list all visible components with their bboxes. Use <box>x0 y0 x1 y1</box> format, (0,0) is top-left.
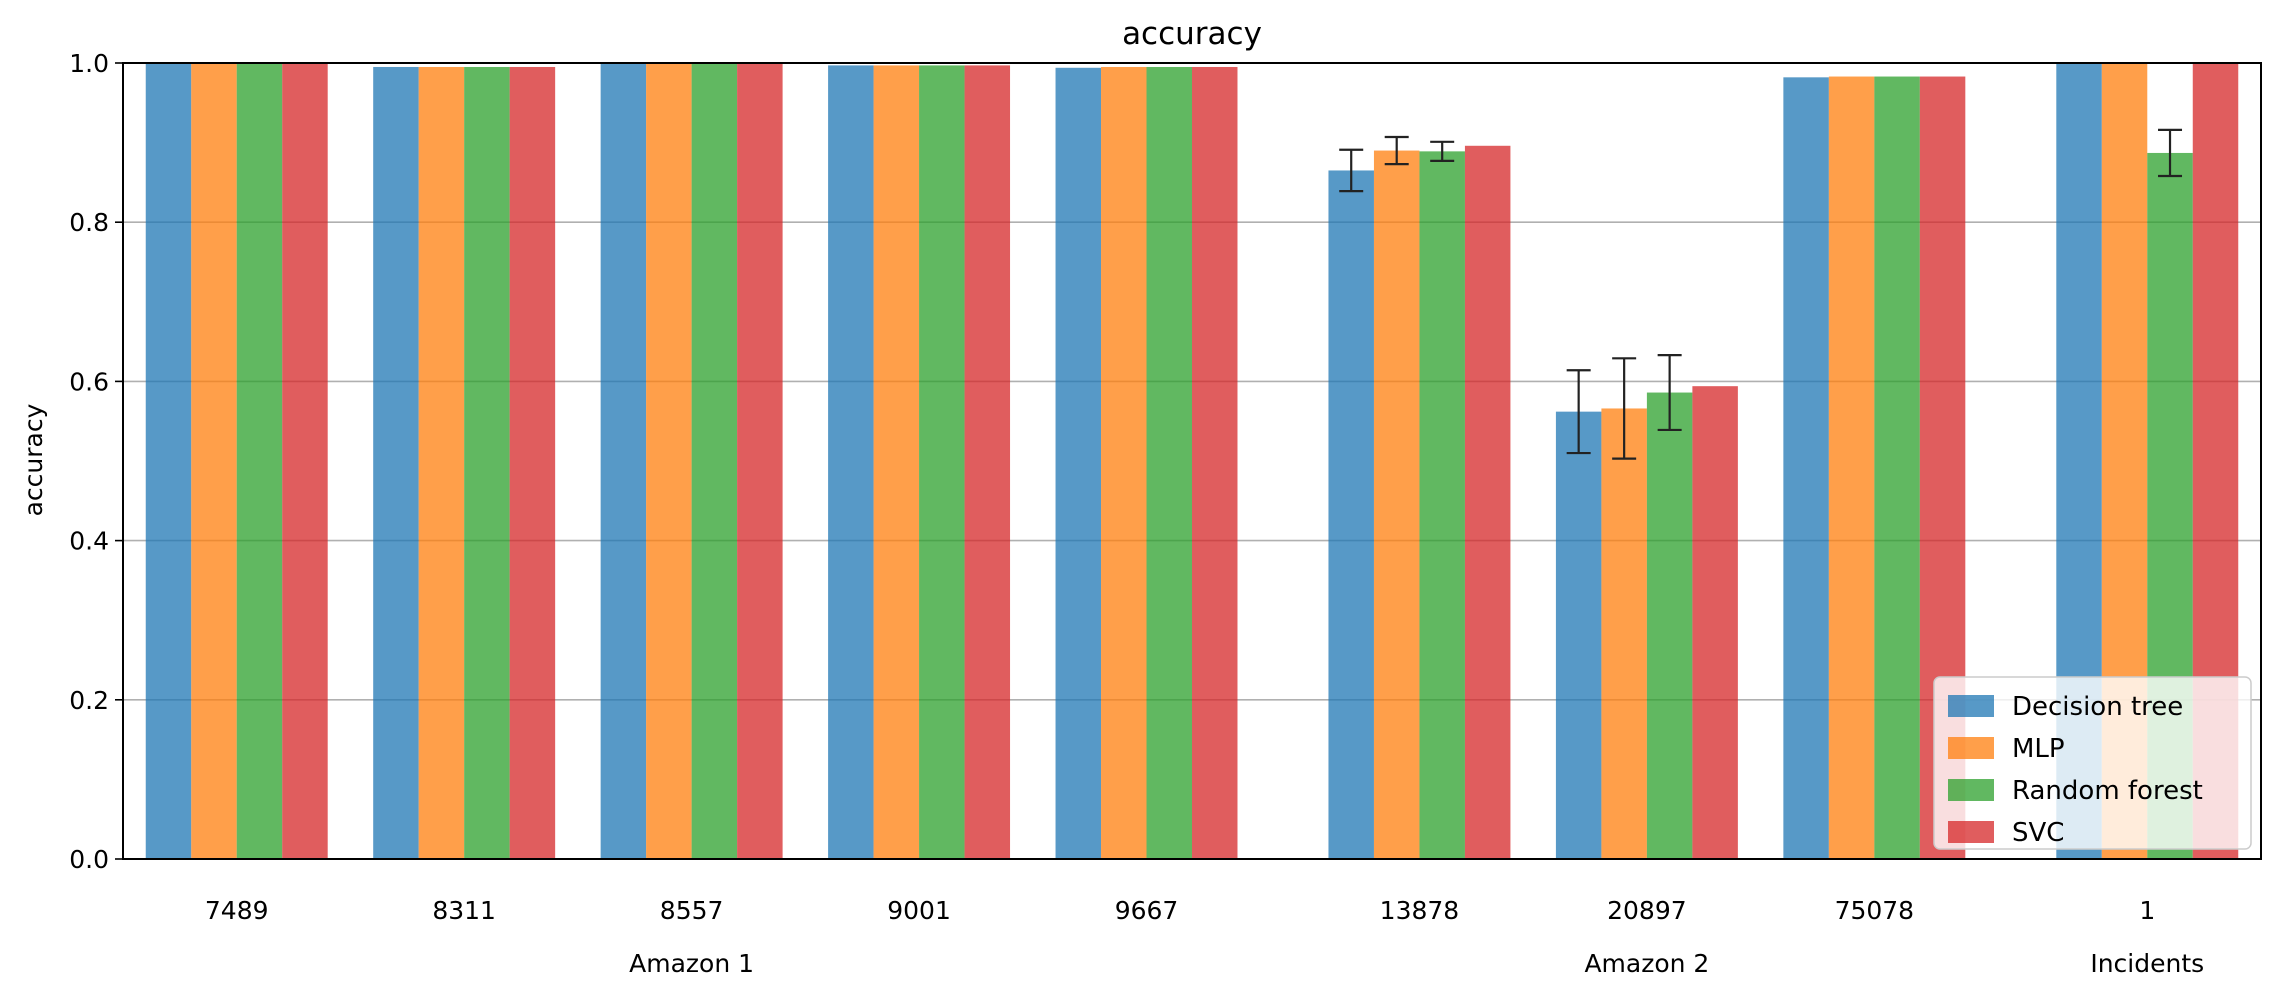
bar <box>1419 151 1465 859</box>
y-tick-label: 0.6 <box>69 367 109 396</box>
y-tick-label: 1.0 <box>69 49 109 78</box>
bar <box>1055 67 1102 859</box>
bar <box>1828 76 1875 860</box>
error-bars-layer <box>1339 128 2183 460</box>
bar <box>691 63 738 859</box>
bar <box>1601 408 1647 859</box>
bar <box>1646 392 1693 859</box>
x-tick-label: 7489 <box>205 896 269 925</box>
legend-label: Decision tree <box>2012 692 2183 722</box>
y-axis-label: accuracy <box>19 403 48 516</box>
y-axis-ticks: 0.0 0.2 0.4 0.6 0.8 1.0 <box>69 49 123 874</box>
x-tick-label: 13878 <box>1380 896 1460 925</box>
group-label: Amazon 2 <box>1584 949 1709 978</box>
y-tick-label: 0.4 <box>69 527 109 556</box>
y-tick-label: 0.0 <box>69 845 109 874</box>
bar <box>646 63 692 859</box>
x-axis-group-labels: Amazon 1 Amazon 2 Incidents <box>629 949 2204 978</box>
bar <box>919 65 965 859</box>
bar <box>1874 76 1920 860</box>
bar <box>1328 170 1374 859</box>
bar <box>1692 386 1738 859</box>
bar <box>964 65 1011 859</box>
bar <box>1555 411 1602 859</box>
legend-box <box>1933 676 2252 850</box>
y-tick-label: 0.2 <box>69 686 109 715</box>
legend-swatch <box>1948 695 1994 717</box>
legend-swatch <box>1948 821 1994 843</box>
bar <box>873 65 920 859</box>
bar <box>464 66 510 860</box>
bar <box>1101 66 1147 860</box>
x-tick-label: 9667 <box>1115 896 1179 925</box>
legend-label: MLP <box>2012 734 2065 764</box>
group-label: Incidents <box>2090 949 2204 978</box>
bar <box>1192 66 1238 860</box>
x-tick-label: 9001 <box>887 896 951 925</box>
bar <box>1146 66 1192 860</box>
bar <box>191 63 237 859</box>
bar <box>600 63 647 859</box>
bar <box>828 65 874 859</box>
bar <box>1373 150 1420 859</box>
x-tick-label: 20897 <box>1607 896 1687 925</box>
x-tick-label: 1 <box>2139 896 2155 925</box>
legend-label: SVC <box>2012 818 2064 848</box>
legend-label: Random forest <box>2012 776 2203 806</box>
bar <box>509 66 556 860</box>
bar <box>418 66 465 860</box>
bar <box>145 63 192 859</box>
group-label: Amazon 1 <box>629 949 754 978</box>
bar <box>1783 77 1829 859</box>
bar <box>282 63 328 859</box>
legend: Decision tree MLP Random forest SVC <box>1933 676 2252 850</box>
plot-frame <box>122 62 2262 860</box>
bar <box>737 63 783 859</box>
bar <box>236 63 283 859</box>
bars-layer <box>145 63 2239 860</box>
bar <box>373 66 419 860</box>
bar <box>1464 145 1511 859</box>
x-tick-label: 75078 <box>1835 896 1915 925</box>
legend-swatch <box>1948 779 1994 801</box>
x-tick-label: 8557 <box>660 896 724 925</box>
chart-title: accuracy <box>1122 16 1262 52</box>
y-tick-label: 0.8 <box>69 208 109 237</box>
x-axis-ticks: 7489 8311 8557 9001 9667 13878 20897 75078 1 <box>205 896 2155 925</box>
x-tick-label: 8311 <box>432 896 496 925</box>
legend-swatch <box>1948 737 1994 759</box>
